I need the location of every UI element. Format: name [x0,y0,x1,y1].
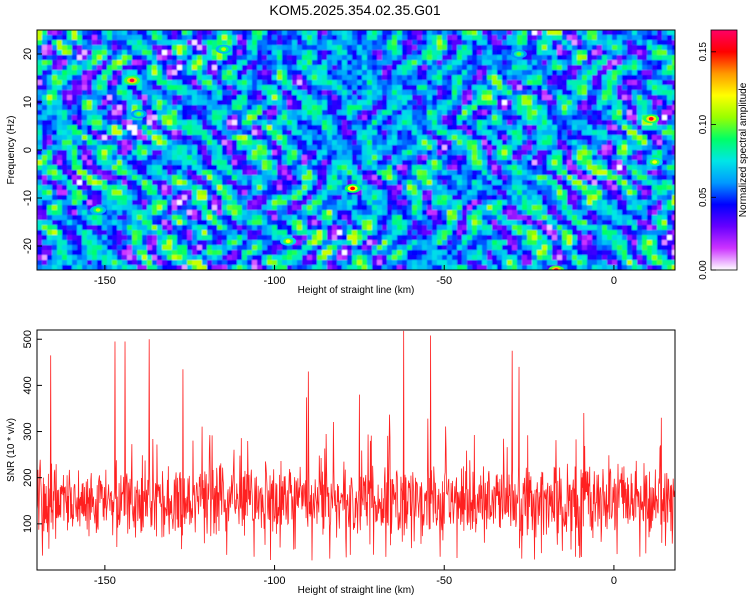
heatmap-hotspot [345,184,361,193]
heatmap-y-tick-label: 10 [22,96,34,108]
heatmap-x-axis-label: Height of straight line (km) [298,285,415,296]
colorbar-label: Normalized spectral amplitude [738,82,749,217]
heatmap-hotspot [643,114,659,123]
heatmap-image [37,30,678,275]
snr-x-tick-label: -50 [436,575,452,587]
heatmap-y-tick-label: -20 [22,238,34,254]
heatmap-hotspot [131,110,147,119]
snr-x-tick-label: -150 [94,575,116,587]
chart-title: KOM5.2025.354.02.35.G01 [269,2,440,18]
colorbar-scale [711,30,737,270]
heatmap-hotspot [647,158,663,167]
colorbar-tick-label: 0.00 [698,260,709,280]
snr-x-ticks: -150 -100 -50 0 [94,565,617,587]
heatmap-cells [37,30,678,271]
heatmap-y-tick-label: 0 [22,147,34,153]
snr-y-tick-label: 200 [22,469,34,487]
heatmap-x-tick-label: -100 [264,275,286,287]
heatmap-x-tick-label: 0 [611,275,617,287]
colorbar-tick-label: 0.05 [698,187,709,207]
snr-y-tick-label: 100 [22,515,34,533]
heatmap-hotspot [511,50,527,59]
snr-panel: -150 -100 -50 0 100 200 300 400 500 Height of s… [6,330,675,596]
snr-x-axis-label: Height of straight line (km) [298,585,415,596]
heatmap-x-tick-label: -150 [94,275,116,287]
heatmap-hotspot [216,45,232,54]
heatmap-y-axis-label: Frequency (Hz) [6,116,17,185]
snr-y-axis-label: SNR (10 * v/v) [6,418,17,482]
heatmap-hotspot [280,237,296,246]
snr-y-tick-label: 400 [22,376,34,394]
snr-x-tick-label: 0 [611,575,617,587]
snr-y-tick-label: 300 [22,422,34,440]
heatmap-hotspot [124,76,140,85]
heatmap-y-tick-label: 20 [22,48,34,60]
heatmap-x-tick-label: -50 [436,275,452,287]
heatmap-y-tick-label: -10 [22,190,34,206]
snr-y-tick-label: 500 [22,330,34,348]
colorbar: 0.00 0.05 0.10 0.15 Normalized spectral amp… [698,30,749,280]
colorbar-tick-label: 0.10 [698,114,709,134]
colorbar-tick-label: 0.15 [698,42,709,62]
snr-x-tick-label: -100 [264,575,286,587]
heatmap-hotspot [90,206,106,215]
snr-series-line [37,331,675,560]
